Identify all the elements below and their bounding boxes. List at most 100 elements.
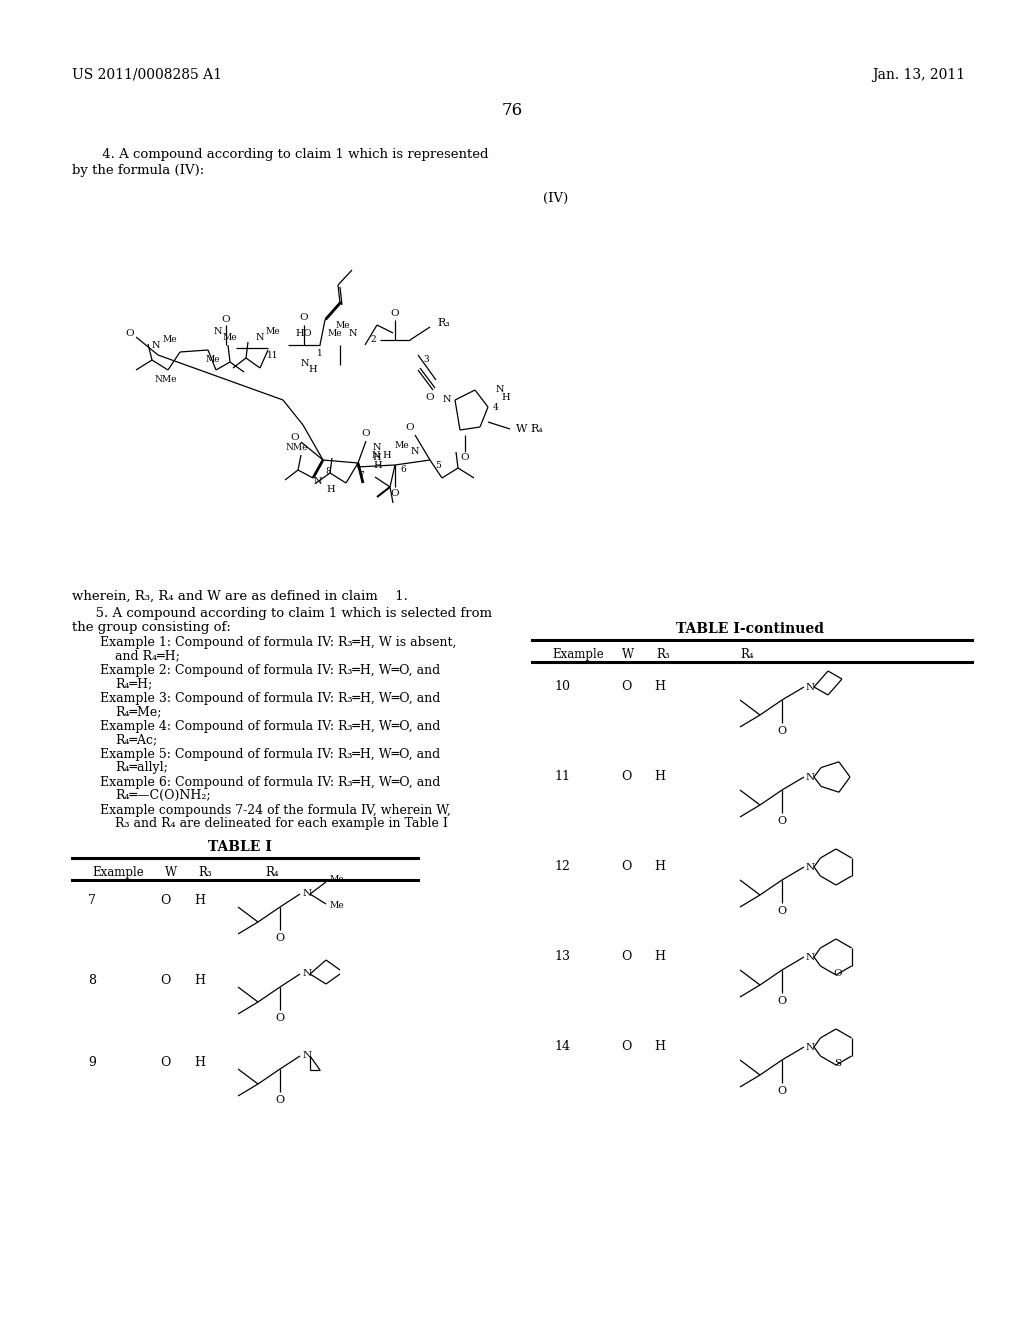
Text: O: O — [621, 950, 631, 964]
Text: N: N — [411, 447, 419, 457]
Text: N: N — [806, 953, 815, 961]
Text: N: N — [372, 450, 380, 459]
Text: R₃: R₃ — [437, 318, 450, 327]
Text: 14: 14 — [554, 1040, 570, 1053]
Text: N: N — [301, 359, 309, 367]
Text: Example 3: Compound of formula IV: R₃═H, W═O, and: Example 3: Compound of formula IV: R₃═H,… — [100, 692, 440, 705]
Text: H: H — [654, 680, 666, 693]
Text: S: S — [835, 1059, 842, 1068]
Text: 5. A compound according to claim 1 which is selected from: 5. A compound according to claim 1 which… — [72, 607, 492, 620]
Text: 3: 3 — [423, 355, 429, 364]
Text: Me: Me — [265, 327, 281, 337]
Text: Me: Me — [330, 902, 345, 911]
Text: Me: Me — [222, 333, 238, 342]
Text: O: O — [391, 309, 399, 318]
Text: US 2011/0008285 A1: US 2011/0008285 A1 — [72, 69, 222, 82]
Text: H: H — [308, 366, 317, 375]
Text: N: N — [152, 341, 160, 350]
Text: O: O — [275, 933, 285, 942]
Text: Me: Me — [206, 355, 220, 364]
Text: 11: 11 — [267, 351, 279, 359]
Text: R₄═Ac;: R₄═Ac; — [115, 733, 158, 746]
Text: 9: 9 — [88, 1056, 96, 1069]
Text: NMe: NMe — [286, 444, 308, 453]
Text: H: H — [195, 974, 206, 987]
Text: Me: Me — [330, 875, 345, 884]
Text: R₄═Me;: R₄═Me; — [115, 705, 162, 718]
Text: 8: 8 — [326, 467, 331, 477]
Text: N: N — [313, 478, 323, 487]
Text: H: H — [654, 861, 666, 873]
Text: Example 5: Compound of formula IV: R₃═H, W═O, and: Example 5: Compound of formula IV: R₃═H,… — [100, 748, 440, 762]
Text: N: N — [806, 862, 815, 871]
Text: Example 1: Compound of formula IV: R₃═H, W is absent,: Example 1: Compound of formula IV: R₃═H,… — [100, 636, 457, 649]
Text: wherein, R₃, R₄ and W are as defined in claim   1.: wherein, R₃, R₄ and W are as defined in … — [72, 590, 408, 603]
Text: R₄: R₄ — [265, 866, 279, 879]
Text: H: H — [327, 486, 335, 495]
Text: O: O — [777, 816, 786, 826]
Text: Example: Example — [92, 866, 143, 879]
Text: HO: HO — [296, 329, 312, 338]
Text: O: O — [275, 1012, 285, 1023]
Text: 10: 10 — [554, 680, 570, 693]
Text: N: N — [806, 1043, 815, 1052]
Text: R₄: R₄ — [530, 424, 543, 434]
Text: R₄: R₄ — [740, 648, 754, 661]
Text: R₄═allyl;: R₄═allyl; — [115, 762, 168, 774]
Text: O: O — [621, 680, 631, 693]
Text: O: O — [300, 314, 308, 322]
Text: 7: 7 — [358, 470, 364, 479]
Text: O: O — [461, 454, 469, 462]
Text: O: O — [391, 488, 399, 498]
Text: O: O — [221, 315, 230, 325]
Text: N: N — [442, 396, 452, 404]
Text: W: W — [165, 866, 177, 879]
Text: O: O — [160, 1056, 170, 1069]
Text: Example 2: Compound of formula IV: R₃═H, W═O, and: Example 2: Compound of formula IV: R₃═H,… — [100, 664, 440, 677]
Text: 6: 6 — [400, 466, 406, 474]
Text: N: N — [806, 682, 815, 692]
Text: N: N — [303, 890, 312, 899]
Text: O: O — [126, 329, 134, 338]
Text: Example 4: Compound of formula IV: R₃═H, W═O, and: Example 4: Compound of formula IV: R₃═H,… — [100, 719, 440, 733]
Text: R₃ and R₄ are delineated for each example in Table I: R₃ and R₄ are delineated for each exampl… — [115, 817, 447, 830]
Text: Example compounds 7-24 of the formula IV, wherein W,: Example compounds 7-24 of the formula IV… — [100, 804, 451, 817]
Text: O: O — [406, 424, 415, 433]
Text: N: N — [303, 969, 312, 978]
Text: 5: 5 — [435, 461, 441, 470]
Text: O: O — [160, 894, 170, 907]
Text: (IV): (IV) — [543, 191, 568, 205]
Text: H: H — [195, 894, 206, 907]
Text: 11: 11 — [554, 770, 570, 783]
Text: 13: 13 — [554, 950, 570, 964]
Text: H: H — [383, 450, 391, 459]
Text: Jan. 13, 2011: Jan. 13, 2011 — [872, 69, 966, 82]
Text: O: O — [275, 1096, 285, 1105]
Text: W: W — [622, 648, 634, 661]
Text: 4. A compound according to claim 1 which is represented: 4. A compound according to claim 1 which… — [72, 148, 488, 161]
Text: O: O — [777, 997, 786, 1006]
Text: 7: 7 — [88, 894, 96, 907]
Text: and R₄═H;: and R₄═H; — [115, 649, 180, 663]
Text: O: O — [426, 392, 434, 401]
Text: O: O — [621, 1040, 631, 1053]
Text: N: N — [303, 1052, 312, 1060]
Text: Example: Example — [552, 648, 604, 661]
Text: O: O — [834, 969, 843, 978]
Text: Me: Me — [394, 441, 410, 450]
Text: N: N — [806, 772, 815, 781]
Text: O: O — [777, 726, 786, 737]
Text: R₄═—C(O)NH₂;: R₄═—C(O)NH₂; — [115, 789, 211, 803]
Text: N: N — [214, 327, 222, 337]
Text: Example 6: Compound of formula IV: R₃═H, W═O, and: Example 6: Compound of formula IV: R₃═H,… — [100, 776, 440, 789]
Text: H: H — [654, 770, 666, 783]
Text: O: O — [777, 906, 786, 916]
Text: Me: Me — [336, 321, 350, 330]
Text: by the formula (IV):: by the formula (IV): — [72, 164, 204, 177]
Text: H: H — [373, 453, 381, 462]
Text: H: H — [195, 1056, 206, 1069]
Text: W: W — [516, 424, 527, 434]
Text: Me: Me — [163, 334, 177, 343]
Text: N: N — [373, 442, 381, 451]
Text: N: N — [256, 334, 264, 342]
